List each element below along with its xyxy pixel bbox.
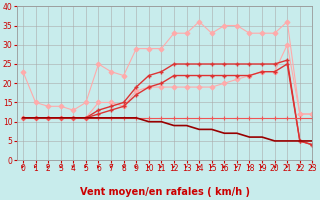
X-axis label: Vent moyen/en rafales ( km/h ): Vent moyen/en rafales ( km/h )	[80, 187, 250, 197]
